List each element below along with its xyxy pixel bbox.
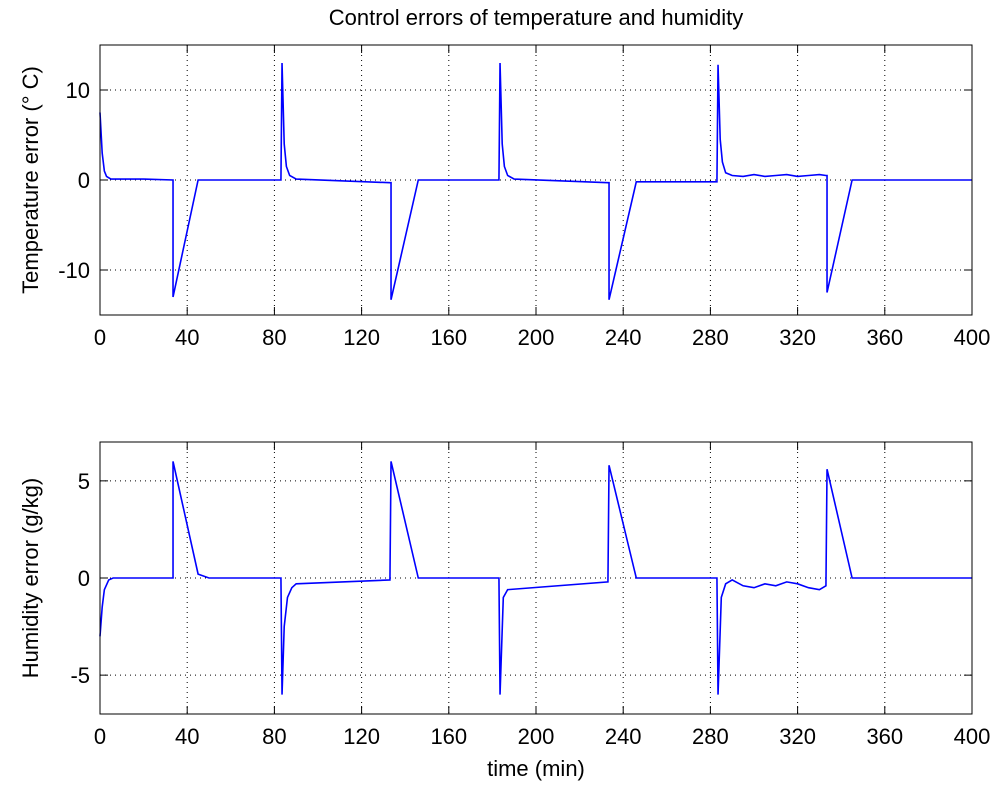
x-tick-label: 400 [954, 325, 991, 350]
x-tick-label: 240 [605, 325, 642, 350]
x-tick-label: 120 [343, 724, 380, 749]
x-tick-label: 280 [692, 724, 729, 749]
x-tick-label: 120 [343, 325, 380, 350]
y-tick-label: 10 [66, 78, 90, 103]
x-tick-label: 80 [262, 724, 286, 749]
y-tick-label: 0 [78, 566, 90, 591]
x-axis-label: time (min) [487, 756, 585, 781]
x-tick-label: 40 [175, 724, 199, 749]
axes-frame [99, 44, 973, 316]
x-tick-label: 0 [94, 724, 106, 749]
y-tick-label: 5 [78, 469, 90, 494]
x-tick-label: 160 [430, 724, 467, 749]
x-tick-label: 80 [262, 325, 286, 350]
x-tick-label: 280 [692, 325, 729, 350]
x-tick-label: 40 [175, 325, 199, 350]
x-tick-label: 320 [779, 325, 816, 350]
x-tick-label: 400 [954, 724, 991, 749]
x-tick-label: 360 [866, 325, 903, 350]
x-tick-label: 360 [866, 724, 903, 749]
y-axis-label: Temperature error (° C) [18, 66, 43, 294]
y-tick-label: 0 [78, 168, 90, 193]
x-tick-label: 200 [518, 325, 555, 350]
y-tick-label: -5 [70, 663, 90, 688]
x-tick-label: 200 [518, 724, 555, 749]
y-tick-label: -10 [58, 258, 90, 283]
y-axis-label: Humidity error (g/kg) [18, 478, 43, 678]
x-tick-label: 240 [605, 724, 642, 749]
x-tick-label: 320 [779, 724, 816, 749]
x-tick-label: 0 [94, 325, 106, 350]
chart-title: Control errors of temperature and humidi… [329, 5, 744, 30]
axes-frame [99, 441, 973, 715]
data-line [99, 461, 972, 695]
data-line [99, 62, 972, 300]
x-tick-label: 160 [430, 325, 467, 350]
